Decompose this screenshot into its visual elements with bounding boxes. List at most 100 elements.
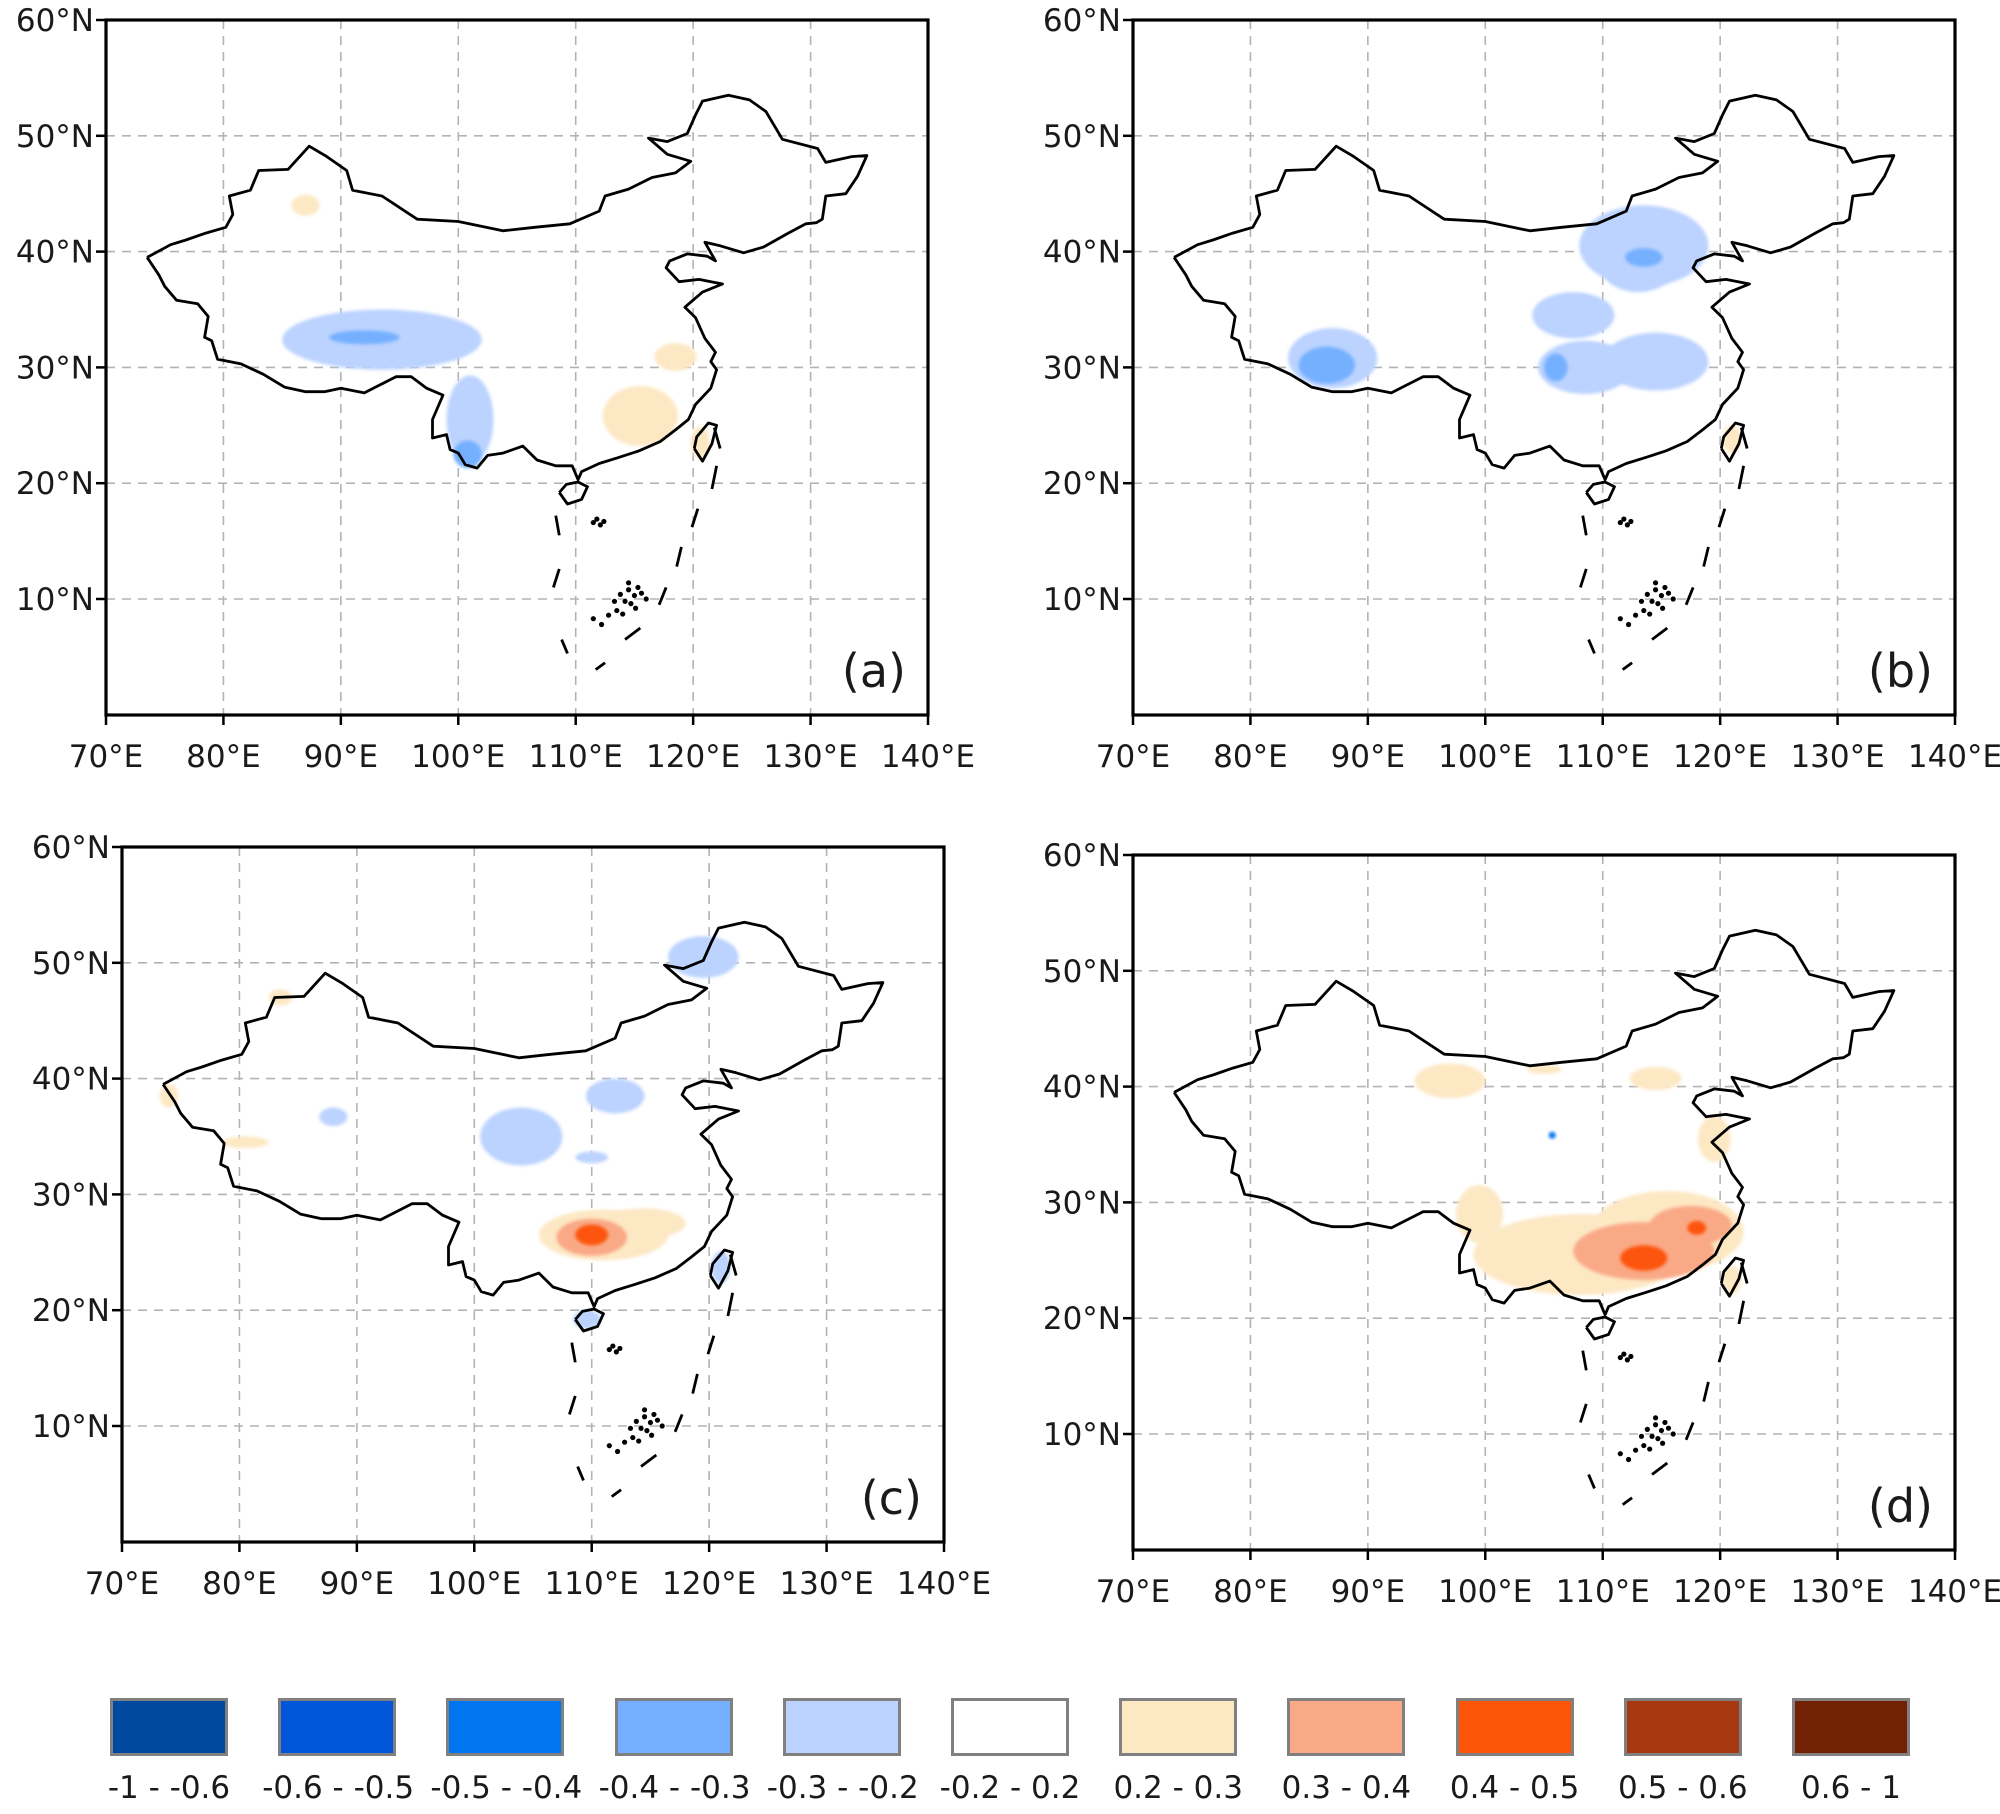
x-tick-label: 130°E <box>763 739 857 775</box>
anomaly-region <box>291 194 320 216</box>
island-dot <box>1641 607 1647 614</box>
legend-swatch <box>1455 1698 1574 1756</box>
x-tick-label: 140°E <box>881 739 975 775</box>
dash-line-segment <box>1587 1473 1596 1489</box>
island-dot <box>1662 1419 1668 1426</box>
anomaly-region <box>446 375 494 464</box>
legend-item: -0.2 - 0.2 <box>935 1690 1085 1806</box>
island-dot <box>1617 1451 1623 1457</box>
dash-line-segment <box>552 568 561 588</box>
y-tick-label: 60°N <box>16 3 94 39</box>
gridlines <box>1133 855 1955 1550</box>
panel-label: (b) <box>1868 644 1933 698</box>
island-dot <box>633 1418 639 1424</box>
anomaly-region <box>1629 1066 1682 1091</box>
y-tick-label: 40°N <box>1043 1070 1121 1106</box>
dash-line-segment <box>1739 427 1749 449</box>
map-panel-a: 70°E 80°E 90°E 100°E 110°E 120°E 130°E 140°E 60°… <box>0 0 1000 790</box>
dash-line-segment <box>726 1292 735 1317</box>
dash-line-segment <box>1737 465 1746 490</box>
legend-item: -1 - -0.6 <box>94 1690 244 1806</box>
dash-line-segment <box>1579 1403 1588 1423</box>
x-tick-label: 100°E <box>1438 1574 1532 1610</box>
x-tick-label: 120°E <box>646 739 740 775</box>
y-tick-label: 30°N <box>1043 1185 1121 1221</box>
country-outline <box>1172 93 1896 671</box>
x-tick-label: 110°E <box>1556 1574 1650 1610</box>
island-dot <box>1655 601 1661 607</box>
x-tick-label: 70°E <box>85 1566 160 1602</box>
y-axis: 60°N 50°N 40°N 30°N 20°N 10°N <box>32 830 122 1445</box>
dash-line-segment <box>710 465 719 490</box>
island-dot <box>638 1425 644 1431</box>
island-dot <box>638 590 645 596</box>
island-dot <box>633 605 639 611</box>
island-dot <box>649 1432 655 1438</box>
anomaly-region <box>1548 1131 1556 1139</box>
island-dot <box>605 612 612 618</box>
x-axis: 70°E 80°E 90°E 100°E 110°E 120°E 130°E 140°E <box>1096 1550 2000 1610</box>
legend-label: -1 - -0.6 <box>107 1770 231 1806</box>
taiwan-outline <box>1719 421 1745 463</box>
x-tick-label: 70°E <box>69 739 144 775</box>
island-dot <box>644 1428 650 1434</box>
anomaly-region <box>1526 1064 1562 1074</box>
island-dot <box>594 516 600 522</box>
x-tick-label: 90°E <box>304 739 379 775</box>
legend-item: 0.4 - 0.5 <box>1440 1690 1590 1806</box>
x-tick-label: 140°E <box>1908 1574 2000 1610</box>
anomaly-region <box>453 440 482 469</box>
hainan-outline <box>1585 1315 1616 1341</box>
legend-label: 0.5 - 0.6 <box>1618 1770 1748 1806</box>
x-tick-label: 80°E <box>1213 1574 1288 1610</box>
map-background <box>122 847 944 1542</box>
anomaly-region <box>1298 346 1355 384</box>
x-tick-label: 110°E <box>1556 739 1650 775</box>
island-dot <box>1658 1427 1665 1434</box>
china-boundary <box>161 920 885 1309</box>
anomaly-region <box>1602 332 1709 391</box>
anomaly-region <box>1687 1220 1707 1235</box>
south-sea-islands <box>606 1343 665 1455</box>
country-outline <box>1172 928 1896 1506</box>
island-dot <box>647 1419 654 1426</box>
anomaly-region <box>1532 292 1615 339</box>
legend-label: -0.6 - -0.5 <box>262 1770 415 1806</box>
dash-line-segment <box>554 515 561 536</box>
island-dot <box>1660 605 1666 611</box>
island-dot <box>610 1343 616 1349</box>
south-sea-islands <box>590 516 649 628</box>
x-tick-label: 100°E <box>411 739 505 775</box>
anomaly-region <box>602 385 678 447</box>
island-dot <box>1624 522 1630 528</box>
island-dot <box>651 1411 657 1418</box>
island-dot <box>628 601 634 607</box>
south-sea-islands <box>1617 1351 1676 1463</box>
x-tick-label: 110°E <box>529 739 623 775</box>
legend-label: 0.4 - 0.5 <box>1449 1770 1580 1806</box>
x-tick-label: 80°E <box>1213 739 1288 775</box>
dash-line-segment <box>560 638 569 654</box>
anomaly-region <box>1625 248 1663 267</box>
y-tick-label: 20°N <box>32 1293 110 1329</box>
panel-label: (d) <box>1868 1479 1933 1533</box>
legend-swatch <box>1792 1698 1910 1756</box>
x-tick-label: 100°E <box>1438 739 1532 775</box>
dash-line-segment <box>1621 1496 1633 1506</box>
island-dot <box>1649 1433 1655 1439</box>
island-dot <box>641 1407 648 1413</box>
island-dot <box>1632 1447 1639 1453</box>
legend-swatch <box>951 1698 1069 1756</box>
island-dot <box>1644 1426 1650 1432</box>
island-dot <box>654 1417 661 1423</box>
dash-line-segment <box>1717 508 1727 528</box>
island-dot <box>636 1438 642 1444</box>
x-tick-label: 90°E <box>1331 739 1406 775</box>
island-dot <box>1621 1351 1627 1357</box>
anomaly-region <box>575 1224 609 1246</box>
anomaly-region <box>1722 425 1742 454</box>
taiwan-outline <box>708 1248 734 1290</box>
island-dot <box>613 1349 619 1355</box>
dash-line-segment <box>570 1342 577 1363</box>
dash-line-segment <box>1739 1262 1749 1284</box>
